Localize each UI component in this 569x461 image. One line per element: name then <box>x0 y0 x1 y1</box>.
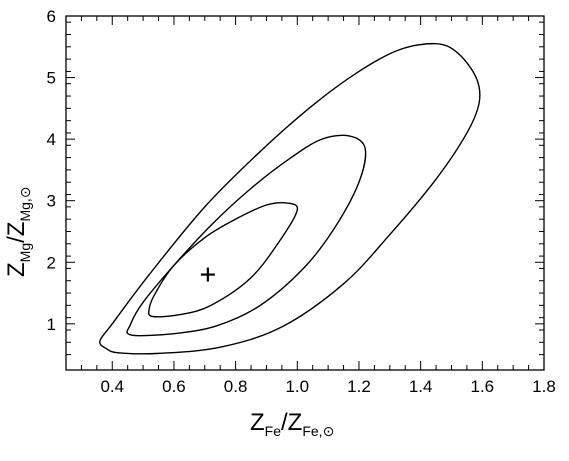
y-axis-label: ZMg/ZMg,⊙ <box>3 186 33 277</box>
y-tick-label: 3 <box>47 192 56 211</box>
axis-tick-labels: 0.4 0.6 0.8 1.0 1.2 1.4 1.6 1.8 1 2 3 4 5 6 <box>47 7 556 396</box>
y-tick-label: 4 <box>47 130 56 149</box>
x-tick-label: 1.2 <box>347 377 371 396</box>
contour-inner <box>147 201 299 318</box>
y-tick-label: 6 <box>47 7 56 26</box>
x-tick-label: 1.4 <box>409 377 433 396</box>
x-axis-label: ZFe/ZFe,⊙ <box>250 409 334 439</box>
y-tick-label: 1 <box>47 315 56 334</box>
y-tick-label: 5 <box>47 69 56 88</box>
x-tick-label: 0.6 <box>162 377 186 396</box>
axis-ticks <box>66 15 545 370</box>
x-tick-label: 0.8 <box>224 377 248 396</box>
plot-frame <box>65 15 545 371</box>
y-tick-label: 2 <box>47 253 56 272</box>
x-tick-label: 0.4 <box>100 377 124 396</box>
contour-middle <box>126 134 367 337</box>
x-tick-label: 1.0 <box>285 377 309 396</box>
x-tick-label: 1.8 <box>532 377 556 396</box>
x-tick-label: 1.6 <box>471 377 495 396</box>
contour-outer <box>99 42 481 355</box>
best-fit-marker <box>200 267 215 282</box>
contour-lines <box>99 42 481 355</box>
